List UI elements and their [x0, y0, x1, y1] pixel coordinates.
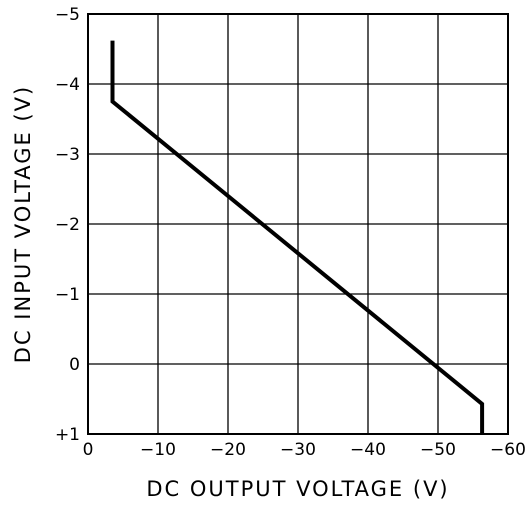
series-group [110, 40, 485, 434]
x-tick-label: 0 [83, 440, 94, 460]
y-tick-label: +1 [55, 425, 80, 445]
y-tick-label: −1 [55, 285, 80, 305]
y-tick-label: −5 [55, 5, 80, 25]
y-tick-label: −4 [55, 75, 80, 95]
y-tick-label: −2 [55, 215, 80, 235]
y-tick-label: 0 [69, 355, 80, 375]
grid [88, 14, 508, 434]
series-line [110, 40, 485, 434]
plot-frame [87, 13, 509, 435]
y-axis-title: DC INPUT VOLTAGE (V) [11, 85, 35, 363]
y-tick-label: −3 [55, 145, 80, 165]
x-tick-label: −30 [280, 440, 316, 460]
x-tick-label: −60 [490, 440, 526, 460]
x-tick-label: −40 [350, 440, 386, 460]
x-tick-labels: 0 −10 −20 −30 −40 −50 −60 [83, 440, 526, 460]
x-tick-label: −20 [210, 440, 246, 460]
x-tick-label: −50 [420, 440, 456, 460]
y-tick-labels: −5 −4 −3 −2 −1 0 +1 [55, 5, 80, 445]
x-axis-title: DC OUTPUT VOLTAGE (V) [146, 477, 449, 501]
x-tick-label: −10 [140, 440, 176, 460]
